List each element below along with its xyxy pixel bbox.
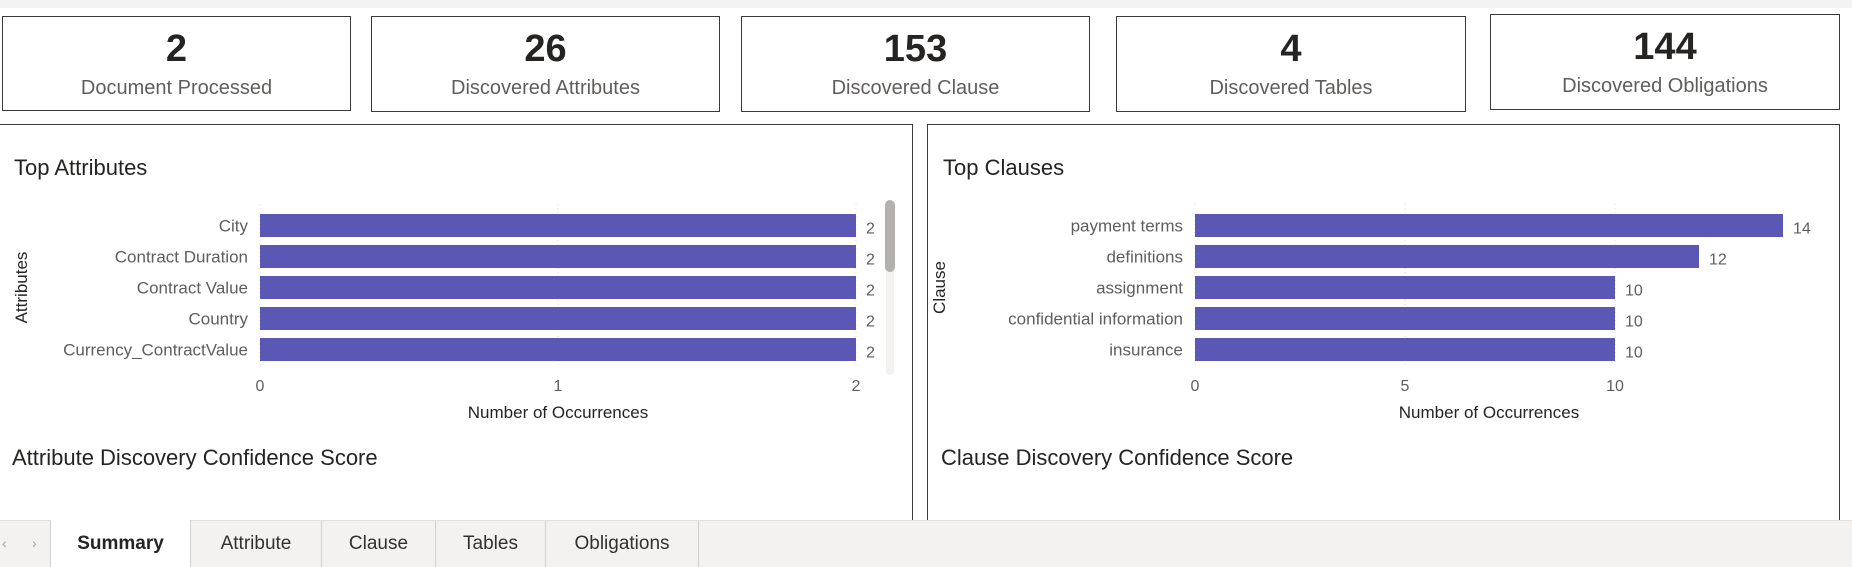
panel-title: Top Clauses xyxy=(943,155,1065,180)
kpi-label: Document Processed xyxy=(80,76,273,99)
bar xyxy=(1195,338,1615,361)
category-label: confidential information xyxy=(1008,310,1183,329)
kpi-label: Discovered Attributes xyxy=(451,77,640,99)
bar-chart-svg: City 2 Contract Duration 2 Contract Value 2 Co… xyxy=(12,204,875,422)
category-label: Contract Duration xyxy=(115,248,248,267)
kpi-card-attributes[interactable]: 26 Discovered Attributes xyxy=(371,16,720,112)
bar xyxy=(1195,307,1615,330)
next-page-icon[interactable]: › xyxy=(32,535,37,551)
top-clauses-chart[interactable]: payment terms 14 definitions 12 assignment 10… xyxy=(927,190,1827,440)
kpi-card-obligations[interactable]: 144 Discovered Obligations xyxy=(1490,14,1840,110)
kpi-value: 153 xyxy=(883,28,948,70)
category-label: City xyxy=(219,217,249,236)
page-tab-bar: ‹ › Summary Attribute Clause Tables Obli… xyxy=(0,520,1852,567)
scrollbar-thumb[interactable] xyxy=(885,200,895,272)
bar xyxy=(260,245,856,268)
bar-chart-svg: payment terms 14 definitions 12 assignment 10… xyxy=(930,204,1811,422)
tab-tables[interactable]: Tables xyxy=(436,521,546,567)
bar xyxy=(1195,276,1615,299)
kpi-card-documents[interactable]: 2 Document Processed xyxy=(2,16,351,111)
kpi-label: Discovered Obligations xyxy=(1562,75,1768,97)
kpi-value: 4 xyxy=(1280,28,1302,70)
data-label: 10 xyxy=(1625,345,1643,362)
tab-obligations[interactable]: Obligations xyxy=(546,521,699,567)
tick-label: 10 xyxy=(1606,378,1624,395)
category-label: payment terms xyxy=(1071,217,1183,236)
x-axis-title: Number of Occurrences xyxy=(1399,403,1579,422)
tab-divider xyxy=(50,521,51,567)
tick-label: 2 xyxy=(852,378,861,395)
kpi-card-clauses[interactable]: 153 Discovered Clause xyxy=(741,16,1090,112)
kpi-label: Discovered Clause xyxy=(831,77,1000,99)
top-divider xyxy=(0,0,1852,8)
tick-label: 5 xyxy=(1401,378,1410,395)
kpi-label: Discovered Tables xyxy=(1209,77,1373,99)
data-label: 10 xyxy=(1625,314,1643,331)
tab-clause[interactable]: Clause xyxy=(322,521,436,567)
y-axis-title: Clause xyxy=(930,261,949,314)
data-label: 2 xyxy=(866,283,875,300)
tab-attribute[interactable]: Attribute xyxy=(191,521,322,567)
category-label: Currency_ContractValue xyxy=(63,341,248,360)
scrollbar-svg xyxy=(885,200,895,375)
kpi-value: 26 xyxy=(524,28,567,70)
data-label: 2 xyxy=(866,314,875,331)
x-axis-title: Number of Occurrences xyxy=(468,403,648,422)
bar xyxy=(260,307,856,330)
data-label: 10 xyxy=(1625,283,1643,300)
data-label: 14 xyxy=(1793,221,1811,238)
tick-label: 0 xyxy=(256,378,265,395)
category-label: assignment xyxy=(1096,279,1183,298)
kpi-card-tables[interactable]: 4 Discovered Tables xyxy=(1116,16,1466,112)
kpi-value: 144 xyxy=(1633,26,1697,68)
category-label: Contract Value xyxy=(137,279,248,298)
section-subtitle: Attribute Discovery Confidence Score xyxy=(12,445,378,470)
tick-label: 1 xyxy=(554,378,563,395)
category-label: Country xyxy=(188,310,248,329)
kpi-value: 2 xyxy=(165,27,188,70)
category-label: definitions xyxy=(1106,248,1183,267)
panel-title: Top Attributes xyxy=(14,155,148,180)
category-label: insurance xyxy=(1109,341,1183,360)
data-label: 12 xyxy=(1709,252,1727,269)
bar xyxy=(260,214,856,237)
chart-scrollbar[interactable] xyxy=(884,200,896,375)
top-attributes-chart[interactable]: City 2 Contract Duration 2 Contract Value 2 Co… xyxy=(0,190,900,440)
prev-page-icon[interactable]: ‹ xyxy=(2,535,7,551)
bar xyxy=(1195,214,1783,237)
bar xyxy=(1195,245,1699,268)
y-axis-title: Attributes xyxy=(12,252,31,324)
bar xyxy=(260,338,856,361)
tab-summary[interactable]: Summary xyxy=(51,520,191,567)
section-subtitle: Clause Discovery Confidence Score xyxy=(941,445,1294,470)
data-label: 2 xyxy=(866,221,875,238)
bar xyxy=(260,276,856,299)
data-label: 2 xyxy=(866,252,875,269)
tick-label: 0 xyxy=(1191,378,1200,395)
data-label: 2 xyxy=(866,345,875,362)
